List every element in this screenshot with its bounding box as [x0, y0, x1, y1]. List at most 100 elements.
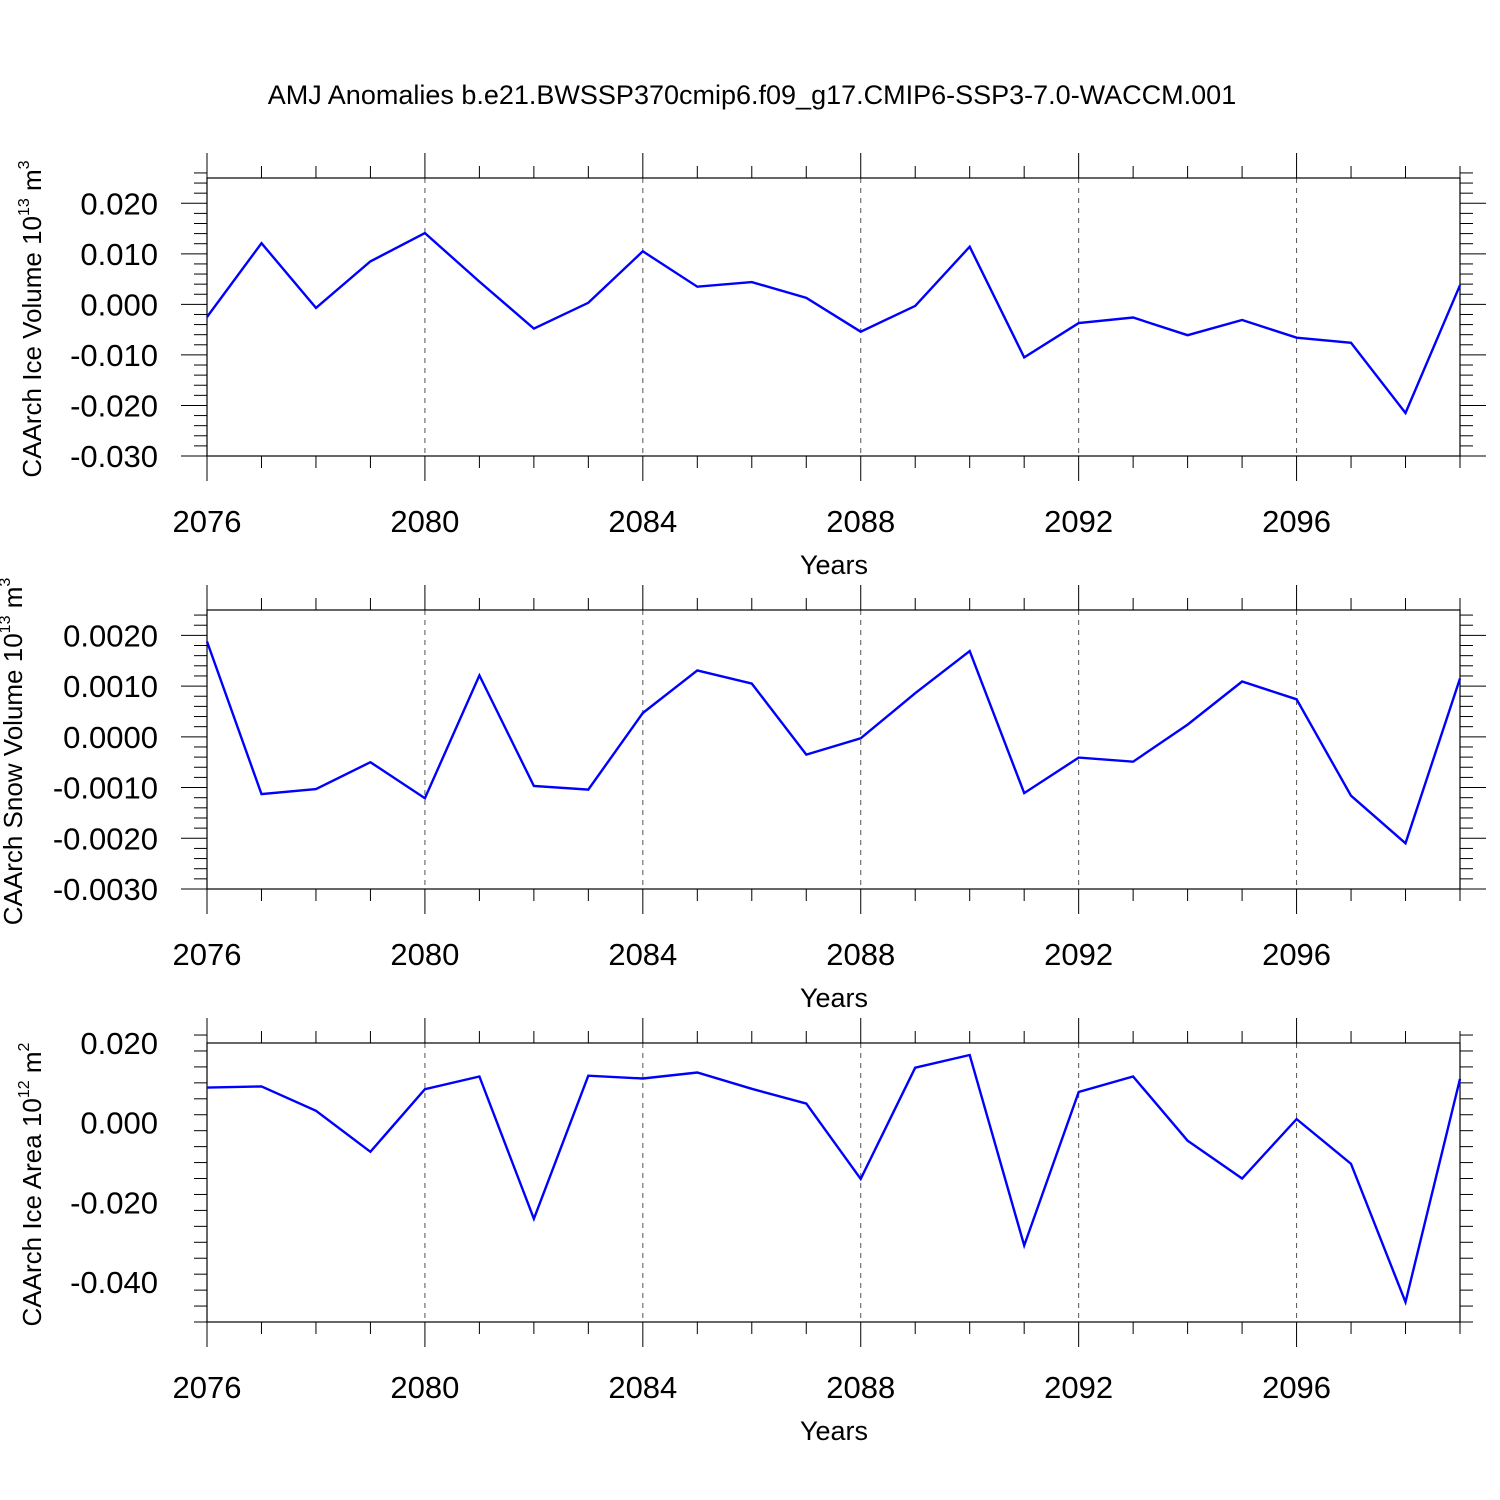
data-point [477, 1074, 481, 1078]
y-tick-label: 0.020 [80, 1026, 158, 1061]
x-tick-label: 2088 [826, 937, 895, 972]
data-point [205, 639, 209, 643]
data-point [1295, 697, 1299, 701]
y-tick-label: -0.0030 [53, 872, 158, 907]
data-point [968, 245, 972, 249]
x-tick-label: 2096 [1262, 504, 1331, 539]
data-point [1349, 341, 1353, 345]
panel-1: 2076 2080 2084 2088 2092 2096 0.020 0.010 0.000 -… [16, 153, 1486, 580]
x-tick-label: 2092 [1044, 504, 1113, 539]
data-point [368, 1150, 372, 1154]
x-tick-label: 2076 [173, 1370, 242, 1405]
panel-3: 2076 2080 2084 2088 2092 2096 0.020 0.000 -0.020… [16, 1018, 1473, 1446]
data-point [859, 736, 863, 740]
y-tick-label: -0.0010 [53, 771, 158, 806]
data-point [1404, 1300, 1408, 1304]
y-tick-label: 0.000 [80, 287, 158, 322]
x-tick-label: 2096 [1262, 937, 1331, 972]
x-tick-label: 2076 [173, 937, 242, 972]
data-point [1131, 760, 1135, 764]
data-point [1404, 841, 1408, 845]
data-point [532, 327, 536, 331]
data-point [1349, 1162, 1353, 1166]
data-point [532, 1217, 536, 1221]
panels: 2076 2080 2084 2088 2092 2096 0.020 0.010 0.000 -… [0, 153, 1486, 1446]
data-point [1022, 791, 1026, 795]
data-point [913, 304, 917, 308]
series-line [206, 1053, 1462, 1307]
data-point [859, 1177, 863, 1181]
data-point [1240, 680, 1244, 684]
data-point [641, 1076, 645, 1080]
data-point [368, 760, 372, 764]
data-point [1295, 1117, 1299, 1121]
y-axis-label: CAArch Ice Volume 1013 m3 [16, 160, 47, 477]
data-point [1349, 794, 1353, 798]
data-point [1186, 333, 1190, 337]
y-axis-label: CAArch Ice Area 1012 m2 [16, 1042, 47, 1326]
data-point [1186, 723, 1190, 727]
data-point [259, 241, 263, 245]
x-tick-label: 2088 [826, 504, 895, 539]
y-tick-label: 0.0020 [63, 618, 158, 653]
data-point [423, 231, 427, 235]
x-axis-label: Years [800, 1416, 868, 1446]
x-tick-label: 2096 [1262, 1370, 1331, 1405]
data-point [259, 1084, 263, 1088]
data-point [586, 788, 590, 792]
data-point [913, 691, 917, 695]
data-point [804, 753, 808, 757]
panel-2: 2076 2080 2084 2088 2092 2096 0.0020 0.0010 0.00… [0, 578, 1486, 1013]
data-point [913, 1066, 917, 1070]
y-tick-label: 0.020 [80, 186, 158, 221]
data-point [1295, 336, 1299, 340]
y-tick-label: -0.010 [70, 338, 158, 373]
data-point [1022, 1243, 1026, 1247]
x-tick-label: 2076 [173, 504, 242, 539]
data-point [750, 682, 754, 686]
data-point [1404, 411, 1408, 415]
data-point [1131, 1074, 1135, 1078]
plot-frame [206, 177, 1461, 457]
y-tick-label: -0.030 [70, 439, 158, 474]
data-point [1458, 676, 1462, 680]
data-point [968, 649, 972, 653]
x-tick-label: 2084 [608, 1370, 677, 1405]
data-point [368, 259, 372, 263]
x-tick-label: 2092 [1044, 937, 1113, 972]
plot-frame [206, 1042, 1461, 1323]
series-line [205, 641, 1462, 846]
data-point [586, 1074, 590, 1078]
y-tick-label: 0.0010 [63, 669, 158, 704]
data-point [423, 1087, 427, 1091]
plot-frame [206, 609, 1461, 890]
data-point [259, 792, 263, 796]
y-tick-label: -0.040 [70, 1265, 158, 1300]
data-point [205, 315, 209, 319]
x-tick-label: 2092 [1044, 1370, 1113, 1405]
y-tick-label: -0.0020 [53, 821, 158, 856]
data-point [1131, 316, 1135, 320]
data-point [477, 673, 481, 677]
data-point [1186, 1139, 1190, 1143]
data-point [1458, 283, 1462, 287]
data-point [1077, 321, 1081, 325]
data-point [314, 306, 318, 310]
y-tick-label: -0.020 [70, 388, 158, 423]
data-point [1458, 1077, 1462, 1081]
data-point [968, 1053, 972, 1057]
x-axis-label: Years [800, 550, 868, 580]
data-point [423, 796, 427, 800]
y-tick-label: -0.020 [70, 1185, 158, 1220]
data-point [641, 249, 645, 253]
x-tick-label: 2080 [390, 1370, 459, 1405]
data-point [695, 285, 699, 289]
x-tick-label: 2084 [608, 504, 677, 539]
data-point [859, 330, 863, 334]
data-point [314, 1109, 318, 1113]
chart-title: AMJ Anomalies b.e21.BWSSP370cmip6.f09_g1… [268, 80, 1236, 110]
data-point [314, 787, 318, 791]
data-point [205, 1086, 209, 1090]
data-point [750, 1087, 754, 1091]
